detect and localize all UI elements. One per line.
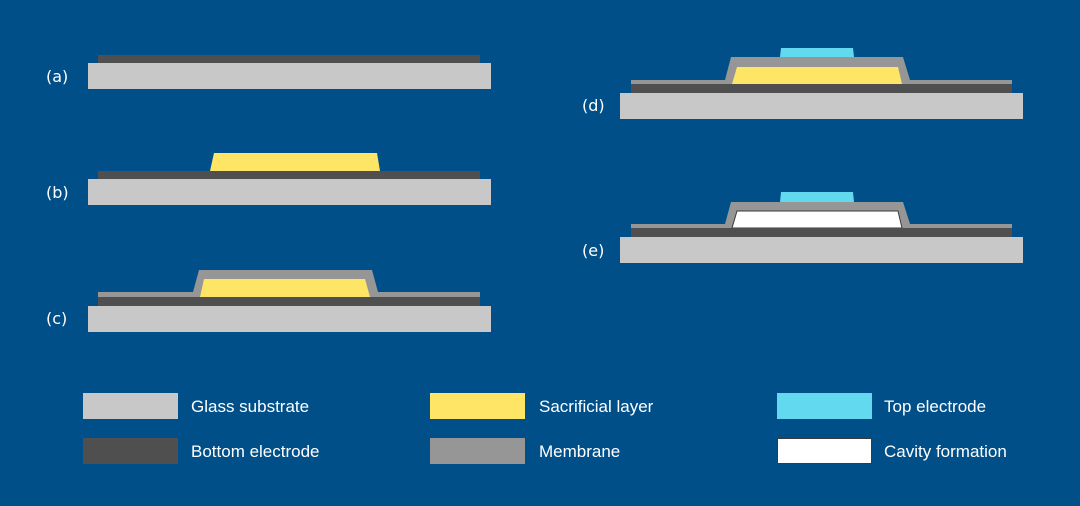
- bottom-electrode: [98, 55, 480, 63]
- step-c: (c): [46, 270, 491, 332]
- step-e: (e): [582, 192, 1023, 263]
- legend-swatch-sacrificial-layer: [430, 393, 525, 419]
- glass-substrate: [88, 179, 491, 205]
- step-c-label: (c): [46, 309, 67, 328]
- step-e-label: (e): [582, 241, 604, 260]
- legend-swatch-glass-substrate: [83, 393, 178, 419]
- glass-substrate: [620, 237, 1023, 263]
- bottom-electrode: [631, 84, 1012, 93]
- step-d-label: (d): [582, 96, 605, 115]
- legend-swatch-bottom-electrode: [83, 438, 178, 464]
- glass-substrate: [620, 93, 1023, 119]
- legend-label-membrane: Membrane: [539, 442, 620, 461]
- legend-swatch-cavity-formation: [777, 438, 872, 464]
- top-electrode: [780, 192, 854, 202]
- legend-label-glass-substrate: Glass substrate: [191, 397, 309, 416]
- step-b-label: (b): [46, 183, 69, 202]
- step-a: (a): [46, 55, 491, 89]
- sacrificial-layer: [210, 153, 380, 171]
- legend-swatch-top-electrode: [777, 393, 872, 419]
- step-b: (b): [46, 153, 491, 205]
- step-d: (d): [582, 48, 1023, 119]
- top-electrode: [780, 48, 854, 57]
- sacrificial-layer: [200, 279, 370, 297]
- legend-label-sacrificial-layer: Sacrificial layer: [539, 397, 654, 416]
- cavity: [731, 210, 903, 229]
- legend-label-top-electrode: Top electrode: [884, 397, 986, 416]
- sacrificial-layer: [732, 67, 902, 84]
- legend-swatch-membrane: [430, 438, 525, 464]
- glass-substrate: [88, 63, 491, 89]
- bottom-electrode: [98, 297, 480, 306]
- bottom-electrode: [631, 228, 1012, 237]
- legend-label-bottom-electrode: Bottom electrode: [191, 442, 320, 461]
- glass-substrate: [88, 306, 491, 332]
- step-a-label: (a): [46, 67, 68, 86]
- legend-label-cavity-formation: Cavity formation: [884, 442, 1007, 461]
- bottom-electrode: [98, 171, 480, 179]
- legend: Glass substrate Bottom electrode Sacrifi…: [83, 393, 1007, 464]
